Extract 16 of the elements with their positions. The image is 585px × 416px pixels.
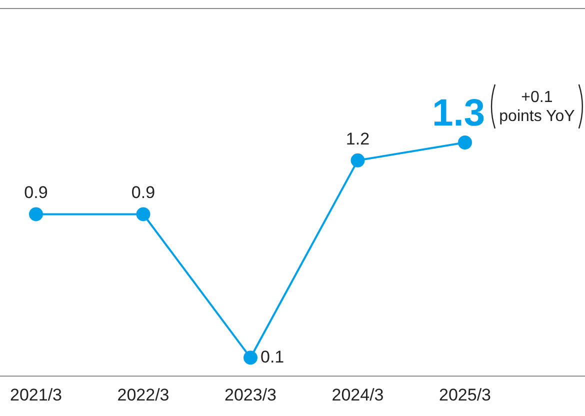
point xyxy=(350,153,365,168)
x-tick-label: 2023/3 xyxy=(224,385,276,404)
point xyxy=(458,135,472,150)
x-tick-label: 2022/3 xyxy=(117,385,170,404)
point xyxy=(136,207,150,222)
data-label: 0.9 xyxy=(131,183,156,202)
x-tick-label: 2021/3 xyxy=(10,385,62,404)
x-tick-label: 2025/3 xyxy=(439,385,491,404)
data-label: 0.9 xyxy=(24,183,48,202)
x-tick-label: 2024/3 xyxy=(332,385,384,404)
data-label: 1.3 xyxy=(432,92,485,134)
data-label: 0.1 xyxy=(260,347,284,366)
point xyxy=(29,207,43,222)
annotation: +0.1 points YoY xyxy=(499,88,576,125)
data-label: 1.2 xyxy=(346,129,370,148)
point xyxy=(244,350,258,365)
